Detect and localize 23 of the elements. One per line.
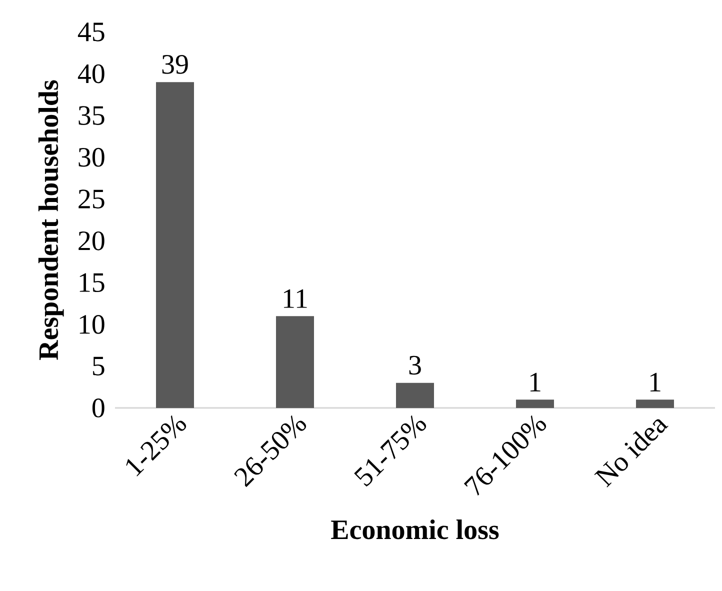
y-tick-label: 40 [78, 64, 104, 84]
y-tick-label: 10 [80, 314, 104, 334]
bar [516, 400, 554, 408]
data-label: 3 [409, 356, 421, 375]
data-label: 39 [162, 55, 188, 74]
data-label: 1 [530, 372, 540, 392]
bar [276, 316, 314, 408]
y-tick-label: 25 [78, 190, 104, 209]
y-tick-label: 35 [78, 106, 104, 125]
y-axis-title: Respondent households [38, 80, 64, 360]
bar [156, 82, 194, 408]
x-tick-label: No idea [594, 419, 668, 488]
y-tick-label: 15 [80, 273, 104, 292]
bar [396, 382, 434, 408]
y-tick-label: 20 [78, 231, 104, 250]
y-tick-label: 0 [92, 398, 104, 418]
y-tick-label: 5 [93, 356, 104, 376]
bar [636, 400, 674, 408]
x-axis-title: Economic loss [331, 520, 499, 540]
y-tick-label: 30 [78, 148, 104, 167]
data-label: 1 [650, 372, 660, 392]
data-label: 11 [284, 289, 307, 308]
y-tick-label: 45 [78, 22, 104, 42]
